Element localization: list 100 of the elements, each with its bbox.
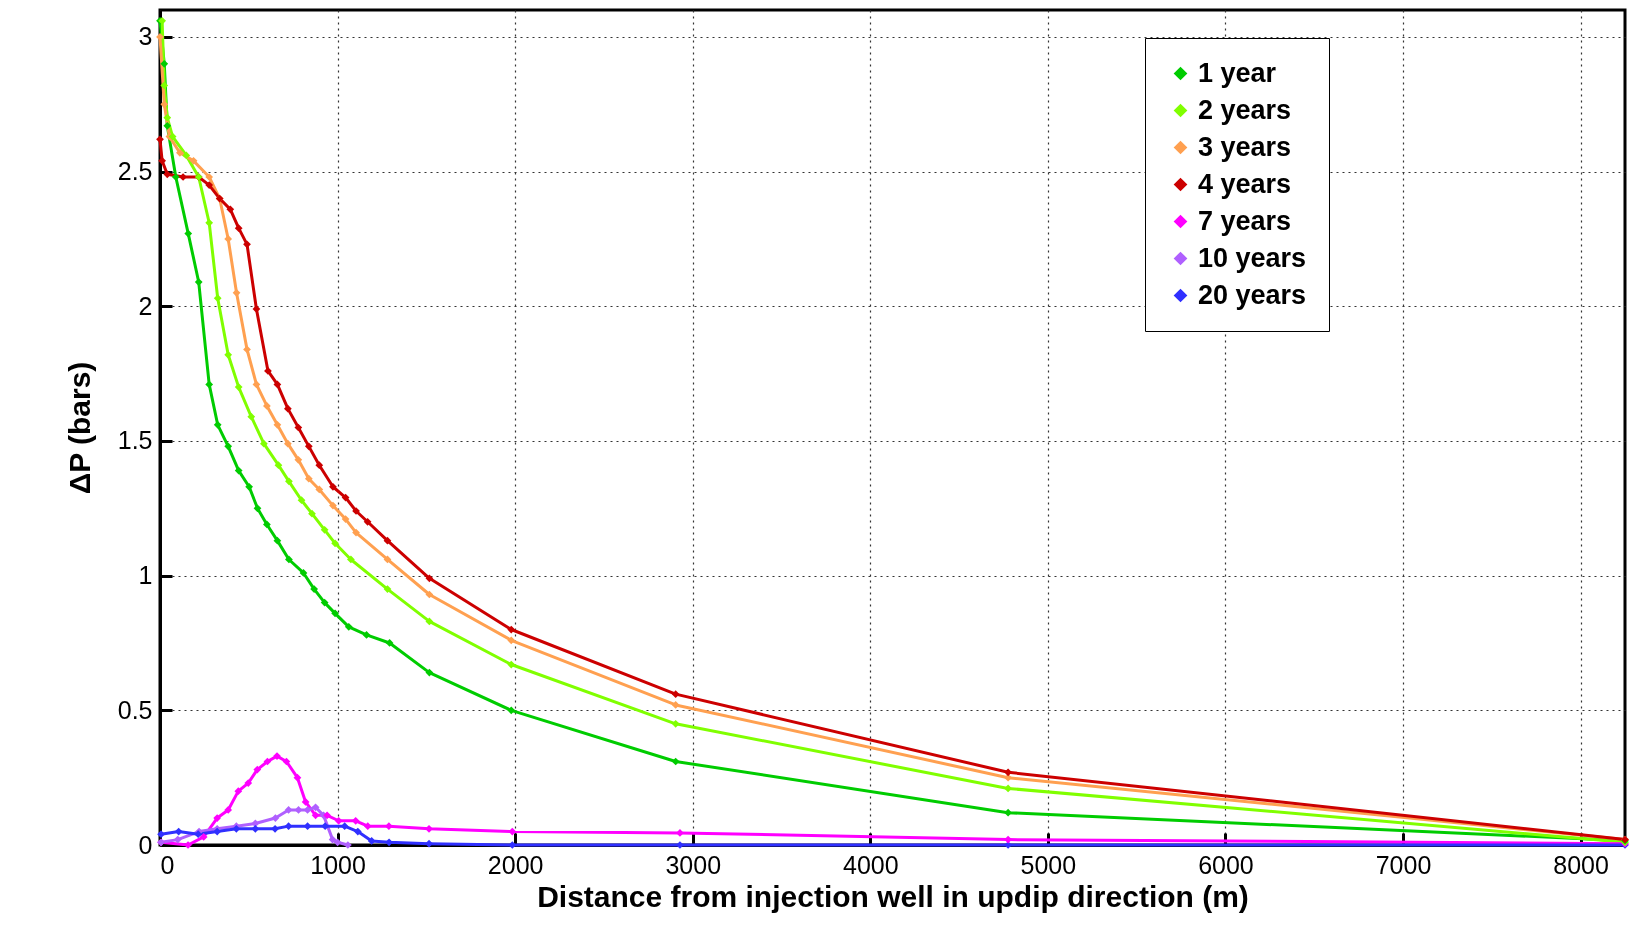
y-tick-label: 0.5: [117, 695, 153, 724]
y-tick-label: 0: [138, 830, 153, 859]
point: [284, 806, 293, 814]
x-tick-label: 5000: [1020, 850, 1077, 879]
point: [507, 636, 516, 645]
point: [252, 380, 261, 389]
legend-label: 10 years: [1198, 242, 1307, 273]
point: [245, 482, 254, 491]
x-tick-label: 0: [160, 850, 175, 879]
point: [507, 706, 516, 715]
point: [213, 294, 222, 303]
point: [363, 822, 372, 831]
point: [425, 824, 433, 833]
y-axis-title: ΔP (bars): [62, 361, 96, 495]
point: [671, 690, 680, 699]
point: [253, 504, 262, 513]
point: [1004, 808, 1012, 817]
point: [362, 631, 371, 639]
point: [205, 380, 214, 389]
point: [507, 660, 516, 669]
point: [205, 181, 214, 189]
point: [263, 402, 271, 410]
legend-label: 3 years: [1198, 131, 1292, 162]
point: [301, 798, 310, 806]
x-tick-label: 8000: [1553, 850, 1609, 879]
x-tick-label: 6000: [1198, 850, 1254, 879]
point: [1004, 784, 1012, 793]
point: [425, 574, 434, 583]
point: [367, 837, 376, 845]
point: [329, 501, 337, 510]
point: [273, 536, 282, 545]
point: [344, 622, 353, 631]
legend-label: 2 years: [1198, 94, 1292, 125]
x-tick-label: 7000: [1375, 850, 1432, 879]
legend-label: 20 years: [1198, 279, 1307, 310]
point: [676, 829, 684, 837]
x-tick-label: 1000: [310, 850, 366, 879]
point: [315, 485, 324, 494]
point: [173, 835, 182, 844]
point: [273, 752, 281, 760]
point: [213, 814, 222, 822]
point: [294, 423, 303, 432]
point: [205, 218, 214, 227]
point: [189, 156, 198, 165]
point: [310, 585, 319, 593]
point: [303, 822, 312, 831]
point: [283, 404, 292, 413]
point: [304, 442, 313, 451]
y-tick-label: 1.5: [117, 426, 153, 455]
point: [234, 224, 243, 233]
point: [347, 555, 355, 564]
point: [226, 205, 235, 214]
point: [263, 520, 271, 529]
point: [1004, 835, 1012, 844]
point: [271, 814, 280, 822]
point: [294, 455, 303, 464]
x-tick-label: 2000: [487, 850, 544, 879]
y-tick-label: 1: [138, 561, 153, 590]
point: [160, 60, 169, 68]
point: [363, 517, 372, 526]
point: [329, 482, 337, 491]
point: [213, 420, 222, 429]
point: [260, 439, 268, 448]
point: [160, 81, 169, 90]
point: [224, 806, 233, 814]
point: [182, 151, 191, 160]
point: [385, 822, 393, 831]
legend-label: 7 years: [1198, 205, 1292, 236]
point: [308, 509, 316, 518]
point: [351, 816, 360, 825]
point: [341, 515, 350, 523]
point: [352, 528, 360, 537]
point: [234, 787, 243, 795]
point: [157, 830, 165, 839]
point: [311, 811, 320, 820]
point: [383, 585, 392, 593]
point: [671, 719, 680, 728]
point: [234, 383, 243, 391]
point: [311, 803, 320, 812]
x-axis-title: Distance from injection well in updip direction (m): [537, 879, 1249, 913]
legend-label: 4 years: [1198, 168, 1292, 199]
point: [160, 100, 169, 109]
point: [247, 412, 256, 421]
point: [293, 773, 302, 782]
point: [273, 420, 282, 429]
point: [383, 536, 392, 545]
point: [194, 278, 203, 286]
x-tick-label: 3000: [665, 850, 722, 879]
point: [224, 442, 233, 451]
point: [353, 827, 362, 836]
point: [243, 345, 251, 354]
point: [294, 806, 303, 814]
point: [283, 439, 292, 448]
point: [274, 461, 283, 470]
x-tick-label: 4000: [842, 850, 899, 879]
point: [271, 824, 279, 833]
point: [671, 701, 680, 709]
point: [320, 598, 329, 607]
point: [1004, 768, 1012, 777]
point: [163, 121, 172, 130]
